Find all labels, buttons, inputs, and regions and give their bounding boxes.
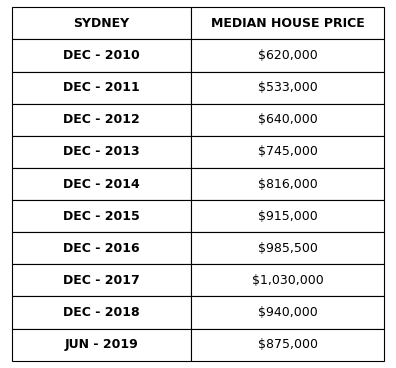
Bar: [12, 72, 191, 104]
Text: $940,000: $940,000: [258, 306, 318, 319]
Text: $620,000: $620,000: [258, 49, 318, 62]
Bar: [191, 232, 384, 264]
Bar: [12, 168, 191, 200]
Text: $533,000: $533,000: [258, 81, 318, 94]
Text: $915,000: $915,000: [258, 210, 318, 223]
Bar: [191, 296, 384, 329]
Bar: [191, 7, 384, 39]
Bar: [191, 136, 384, 168]
Bar: [12, 39, 191, 72]
Text: $640,000: $640,000: [258, 113, 318, 126]
Text: DEC - 2017: DEC - 2017: [63, 274, 140, 287]
Bar: [12, 232, 191, 264]
Bar: [191, 329, 384, 361]
Text: DEC - 2018: DEC - 2018: [63, 306, 140, 319]
Text: $875,000: $875,000: [258, 338, 318, 351]
Bar: [191, 104, 384, 136]
Bar: [12, 296, 191, 329]
Text: $745,000: $745,000: [258, 145, 318, 158]
Bar: [191, 200, 384, 232]
Text: DEC - 2016: DEC - 2016: [63, 242, 140, 255]
Text: DEC - 2013: DEC - 2013: [63, 145, 140, 158]
Bar: [12, 136, 191, 168]
Bar: [12, 104, 191, 136]
Bar: [191, 168, 384, 200]
Text: $816,000: $816,000: [258, 177, 318, 191]
Bar: [12, 264, 191, 296]
Bar: [191, 39, 384, 72]
Bar: [12, 200, 191, 232]
Text: DEC - 2011: DEC - 2011: [63, 81, 140, 94]
Text: MEDIAN HOUSE PRICE: MEDIAN HOUSE PRICE: [211, 17, 365, 30]
Bar: [191, 264, 384, 296]
Text: $985,500: $985,500: [258, 242, 318, 255]
Bar: [12, 329, 191, 361]
Text: $1,030,000: $1,030,000: [252, 274, 324, 287]
Text: DEC - 2012: DEC - 2012: [63, 113, 140, 126]
Bar: [12, 7, 191, 39]
Text: DEC - 2015: DEC - 2015: [63, 210, 140, 223]
Text: SYDNEY: SYDNEY: [74, 17, 129, 30]
Bar: [191, 72, 384, 104]
Text: JUN - 2019: JUN - 2019: [65, 338, 139, 351]
Text: DEC - 2014: DEC - 2014: [63, 177, 140, 191]
Text: DEC - 2010: DEC - 2010: [63, 49, 140, 62]
